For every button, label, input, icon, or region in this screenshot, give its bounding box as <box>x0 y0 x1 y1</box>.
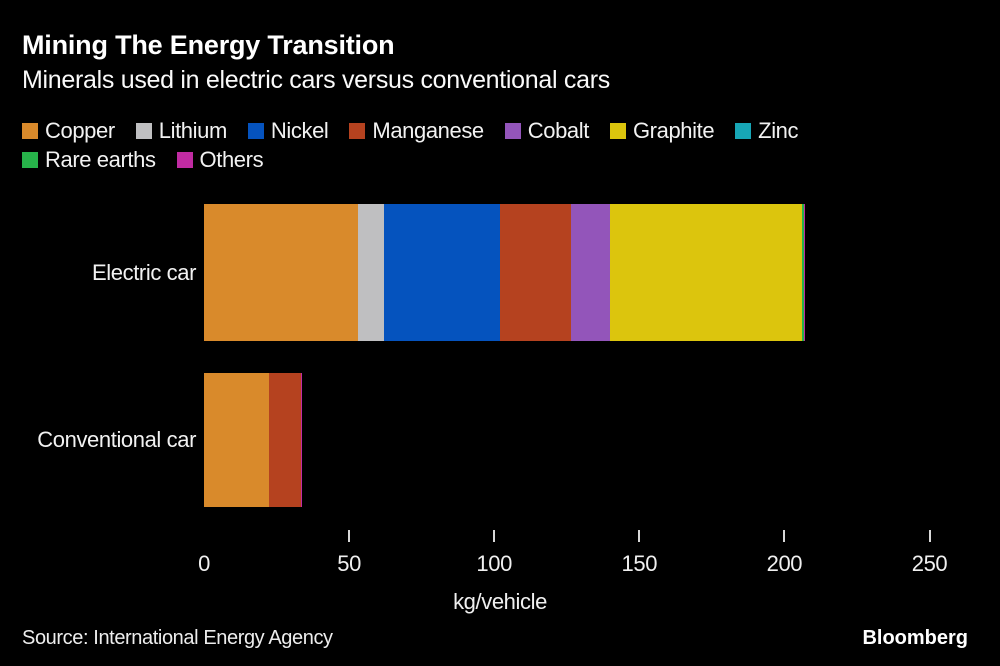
legend-item-cobalt: Cobalt <box>504 117 590 144</box>
x-axis-unit-label: kg/vehicle <box>453 589 547 614</box>
legend-swatch-cobalt <box>504 122 521 139</box>
x-axis-tick-250 <box>928 530 931 542</box>
source-text: Source: International Energy Agency <box>22 627 333 649</box>
x-axis-tick-50 <box>348 530 351 542</box>
bar-segment-electric-car-graphite <box>609 204 803 341</box>
bar-segment-conventional-car-others <box>301 373 303 507</box>
legend-row: Rare earths Others <box>22 145 972 174</box>
legend-swatch-zinc <box>735 122 752 139</box>
bar-segment-electric-car-manganese <box>499 204 572 341</box>
x-axis-tick-label-250: 250 <box>911 551 948 576</box>
bar-label-electric-car: Electric car <box>92 259 196 285</box>
bar-electric-car <box>204 204 930 341</box>
legend-item-copper: Copper <box>22 118 115 144</box>
legend-swatch-lithium <box>135 122 152 139</box>
x-axis-tick-label-50: 50 <box>337 551 361 576</box>
legend-swatch-rare-earths <box>22 151 38 168</box>
bar-segment-electric-car-rare-earths <box>802 204 804 341</box>
legend-item-rare-earths: Rare earths <box>22 147 156 173</box>
legend-item-zinc: Zinc <box>735 117 799 144</box>
legend-label: Lithium <box>158 117 228 143</box>
legend-swatch-others <box>176 151 193 168</box>
legend-row: Copper Lithium Nickel Manganese Cobalt Graphi… <box>22 116 972 145</box>
bar-conventional-car <box>204 373 930 507</box>
legend: Copper Lithium Nickel Manganese Cobalt Graphi… <box>22 116 972 174</box>
chart-subtitle: Minerals used in electric cars versus co… <box>22 66 610 94</box>
chart-title: Mining The Energy Transition <box>22 30 395 60</box>
bar-segment-conventional-car-manganese <box>268 373 302 507</box>
bar-segment-conventional-car-copper <box>204 373 269 507</box>
legend-swatch-graphite <box>609 122 626 139</box>
bar-segment-electric-car-nickel <box>384 204 500 341</box>
legend-item-lithium: Lithium <box>135 117 228 144</box>
legend-label: Zinc <box>758 117 799 143</box>
x-axis-tick-label-150: 150 <box>621 551 658 576</box>
legend-label: Copper <box>45 117 115 143</box>
legend-label: Cobalt <box>527 117 590 143</box>
x-axis-tick-150 <box>638 530 641 542</box>
bar-segment-electric-car-copper <box>204 204 359 341</box>
legend-swatch-manganese <box>349 122 366 139</box>
x-axis-tick-100 <box>493 530 496 542</box>
legend-item-graphite: Graphite <box>609 117 715 144</box>
legend-item-others: Others <box>176 146 264 173</box>
x-axis-tick-label-200: 200 <box>766 551 803 576</box>
legend-swatch-nickel <box>247 122 264 139</box>
legend-item-manganese: Manganese <box>349 117 484 144</box>
legend-label: Rare earths <box>45 146 156 172</box>
bar-segment-electric-car-others <box>803 204 805 341</box>
bloomberg-logo: Bloomberg <box>862 627 968 649</box>
bar-label-conventional-car: Conventional car <box>37 427 196 452</box>
legend-label: Manganese <box>372 117 484 143</box>
bar-segment-electric-car-lithium <box>358 204 385 341</box>
legend-item-nickel: Nickel <box>247 117 329 144</box>
x-axis-tick-label-100: 100 <box>476 551 512 576</box>
legend-label: Nickel <box>270 117 329 143</box>
x-axis-tick-200 <box>783 530 786 542</box>
x-axis-tick-label-0: 0 <box>198 551 210 576</box>
bar-segment-electric-car-cobalt <box>571 204 610 341</box>
legend-label: Others <box>199 146 264 172</box>
legend-label: Graphite <box>632 117 715 143</box>
legend-swatch-copper <box>22 122 38 139</box>
